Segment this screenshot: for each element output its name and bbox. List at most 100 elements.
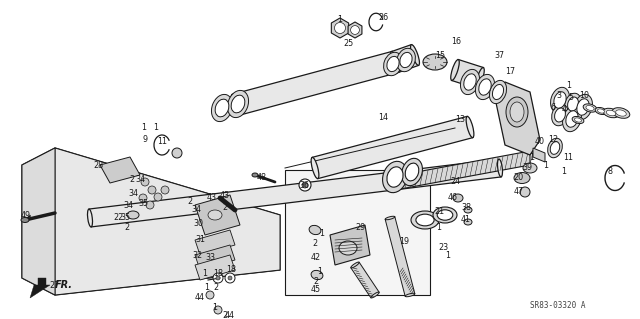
Ellipse shape bbox=[215, 99, 229, 117]
Text: 38: 38 bbox=[461, 203, 471, 211]
Ellipse shape bbox=[311, 271, 323, 280]
Polygon shape bbox=[452, 60, 483, 88]
Text: 16: 16 bbox=[451, 38, 461, 47]
Circle shape bbox=[351, 26, 360, 34]
Polygon shape bbox=[392, 45, 419, 72]
Ellipse shape bbox=[208, 210, 222, 220]
Text: 2: 2 bbox=[223, 204, 228, 212]
Text: 1: 1 bbox=[317, 268, 323, 277]
Text: 35: 35 bbox=[138, 199, 148, 209]
Text: 1: 1 bbox=[561, 167, 566, 176]
Text: 8: 8 bbox=[607, 167, 612, 176]
Text: 1: 1 bbox=[529, 152, 534, 161]
Polygon shape bbox=[285, 170, 430, 295]
Ellipse shape bbox=[231, 94, 239, 116]
Ellipse shape bbox=[400, 52, 412, 68]
Text: 47: 47 bbox=[514, 188, 524, 197]
Circle shape bbox=[154, 193, 162, 201]
Polygon shape bbox=[89, 159, 501, 227]
Ellipse shape bbox=[464, 207, 472, 213]
Ellipse shape bbox=[464, 219, 472, 225]
Ellipse shape bbox=[339, 241, 357, 255]
Text: 1: 1 bbox=[154, 123, 159, 132]
Circle shape bbox=[146, 201, 154, 209]
Text: 28: 28 bbox=[93, 160, 103, 169]
Ellipse shape bbox=[401, 158, 422, 186]
Text: 48: 48 bbox=[257, 174, 267, 182]
Text: 19: 19 bbox=[399, 238, 409, 247]
Text: 1: 1 bbox=[436, 224, 442, 233]
Ellipse shape bbox=[387, 167, 403, 187]
Text: 35: 35 bbox=[120, 213, 130, 222]
Ellipse shape bbox=[568, 97, 579, 111]
Polygon shape bbox=[100, 157, 140, 183]
Ellipse shape bbox=[351, 262, 359, 268]
Text: 33: 33 bbox=[205, 254, 215, 263]
Ellipse shape bbox=[564, 93, 581, 115]
Text: 1: 1 bbox=[205, 283, 209, 292]
Polygon shape bbox=[195, 230, 235, 255]
Circle shape bbox=[520, 187, 530, 197]
Ellipse shape bbox=[88, 209, 93, 227]
Text: 2: 2 bbox=[314, 278, 319, 286]
Ellipse shape bbox=[451, 59, 460, 80]
Circle shape bbox=[161, 186, 169, 194]
Ellipse shape bbox=[586, 106, 594, 110]
Ellipse shape bbox=[423, 54, 447, 70]
Ellipse shape bbox=[595, 108, 607, 115]
Ellipse shape bbox=[523, 163, 537, 173]
Ellipse shape bbox=[311, 157, 319, 179]
Text: 44: 44 bbox=[195, 293, 205, 302]
Text: 1: 1 bbox=[566, 81, 572, 91]
Polygon shape bbox=[232, 51, 398, 115]
Text: 11: 11 bbox=[157, 137, 167, 146]
Text: 26: 26 bbox=[378, 13, 388, 23]
Ellipse shape bbox=[211, 94, 232, 122]
Ellipse shape bbox=[371, 292, 380, 298]
Circle shape bbox=[225, 273, 235, 283]
Ellipse shape bbox=[510, 102, 524, 122]
Polygon shape bbox=[30, 278, 50, 298]
Circle shape bbox=[302, 182, 308, 188]
Text: 2: 2 bbox=[213, 283, 219, 292]
Text: 30: 30 bbox=[193, 219, 203, 227]
Text: 41: 41 bbox=[461, 216, 471, 225]
Text: 2: 2 bbox=[312, 240, 317, 249]
Ellipse shape bbox=[460, 70, 479, 95]
Text: 46: 46 bbox=[448, 194, 458, 203]
Polygon shape bbox=[195, 245, 235, 270]
Text: 1: 1 bbox=[202, 269, 207, 278]
Text: 45: 45 bbox=[311, 286, 321, 294]
Ellipse shape bbox=[405, 293, 415, 297]
Circle shape bbox=[172, 148, 182, 158]
Ellipse shape bbox=[410, 45, 419, 65]
Ellipse shape bbox=[555, 108, 565, 122]
Ellipse shape bbox=[575, 118, 582, 122]
Ellipse shape bbox=[127, 211, 139, 219]
Text: 31: 31 bbox=[195, 235, 205, 244]
Polygon shape bbox=[195, 255, 235, 280]
Text: FR.: FR. bbox=[55, 280, 73, 290]
Polygon shape bbox=[348, 22, 362, 38]
Text: 34: 34 bbox=[135, 175, 145, 184]
Text: 17: 17 bbox=[505, 68, 515, 77]
Text: 43: 43 bbox=[220, 190, 230, 199]
Text: 44: 44 bbox=[225, 310, 235, 319]
Text: 43: 43 bbox=[207, 194, 217, 203]
Polygon shape bbox=[22, 148, 280, 295]
Ellipse shape bbox=[433, 207, 457, 223]
Text: 5: 5 bbox=[568, 93, 573, 101]
Ellipse shape bbox=[490, 80, 507, 104]
Text: 1: 1 bbox=[445, 251, 451, 261]
Polygon shape bbox=[533, 148, 545, 162]
Ellipse shape bbox=[383, 52, 403, 76]
Ellipse shape bbox=[603, 108, 619, 118]
Polygon shape bbox=[351, 262, 379, 298]
Ellipse shape bbox=[506, 97, 528, 127]
Ellipse shape bbox=[606, 110, 616, 116]
Text: 25: 25 bbox=[343, 40, 353, 48]
Ellipse shape bbox=[466, 116, 474, 138]
Ellipse shape bbox=[566, 111, 578, 127]
Circle shape bbox=[141, 178, 149, 186]
Polygon shape bbox=[332, 18, 349, 38]
